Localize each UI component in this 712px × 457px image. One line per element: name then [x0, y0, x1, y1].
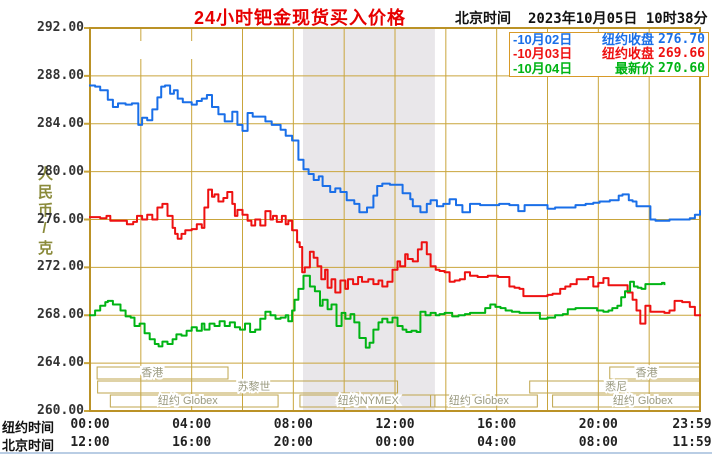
market-session-box: [430, 394, 538, 408]
legend-row-oct02: -10月02日 纽约收盘 276.70: [513, 33, 705, 47]
y-axis-label: 280.00: [37, 163, 84, 179]
legend-date: -10月03日: [513, 46, 573, 62]
market-session-label: 纽约NYMEX: [338, 393, 400, 407]
legend-row-oct03: -10月03日 纽约收盘 269.66: [513, 47, 705, 61]
price-line-10月02日: [89, 84, 701, 222]
legend-row-oct04: -10月04日 最新价 270.60: [513, 60, 705, 76]
watermark-blank-box: [83, 41, 196, 59]
y-axis-unit-label: 人民币/克: [36, 166, 53, 258]
market-session-label: 香港: [141, 366, 163, 379]
x-axis-label: 12:00: [70, 435, 110, 450]
x-axis-label: 12:00: [375, 417, 415, 432]
market-session-box: [96, 366, 229, 380]
market-session-label: 香港: [636, 366, 658, 379]
x-axis-row-header-bj: 北京时间: [2, 438, 55, 453]
price-line-10月03日: [89, 188, 701, 325]
market-session-label: 悉尼: [605, 380, 627, 393]
x-axis-label: 16:00: [477, 417, 517, 432]
y-axis-label: 284.00: [37, 115, 84, 131]
chart-legend: -10月02日 纽约收盘 276.70 -10月03日 纽约收盘 269.66 …: [509, 32, 709, 77]
x-axis-label: 23:59: [672, 417, 712, 432]
x-axis-label: 20:00: [273, 435, 313, 450]
legend-date: -10月04日: [513, 60, 573, 76]
x-axis-row-header-ny: 纽约时间: [2, 420, 55, 435]
market-session-label: 苏黎世: [237, 379, 270, 393]
market-session-box: [97, 380, 399, 394]
x-axis-label: 04:00: [477, 435, 517, 450]
x-axis-label: 20:00: [578, 417, 618, 432]
x-axis-label: 00:00: [70, 417, 110, 432]
y-axis-label: 276.00: [37, 211, 84, 227]
y-axis-label: 288.00: [37, 67, 84, 83]
market-session-box: [109, 394, 279, 408]
window-bottom-border: [0, 452, 712, 454]
x-axis-label: 08:00: [273, 417, 313, 432]
legend-value: 269.66: [658, 46, 705, 62]
legend-date: -10月02日: [513, 32, 573, 48]
y-axis-label: 272.00: [37, 259, 84, 275]
market-session-box: [299, 394, 436, 408]
market-session-label: 纽约 Globex: [613, 393, 673, 407]
market-session-label: 纽约 Globex: [449, 393, 509, 407]
y-axis-label: 292.00: [37, 20, 84, 35]
plot-border: [89, 27, 701, 412]
market-session-label: 纽约 Globex: [158, 393, 218, 407]
legend-name: 纽约收盘: [602, 32, 655, 48]
y-axis-label: 260.00: [37, 403, 84, 418]
x-axis-label: 16:00: [172, 435, 212, 450]
y-axis-label: 268.00: [37, 307, 84, 323]
current-timestamp: 2023年10月05日 10时38分: [528, 11, 708, 27]
legend-value: 276.70: [658, 32, 705, 48]
legend-name: 最新价: [615, 60, 655, 76]
timezone-label: 北京时间: [455, 10, 511, 26]
y-axis-label: 264.00: [37, 355, 84, 371]
x-axis-label: 00:00: [375, 435, 415, 450]
legend-value: 270.60: [658, 60, 705, 76]
x-axis-label: 08:00: [578, 435, 618, 450]
x-axis-label: 04:00: [172, 417, 212, 432]
page-title: 24小时钯金现货买入价格: [193, 8, 407, 28]
legend-name: 纽约收盘: [602, 46, 655, 62]
price-line-10月04日: [89, 274, 666, 349]
x-axis-label: 11:59: [672, 435, 712, 450]
